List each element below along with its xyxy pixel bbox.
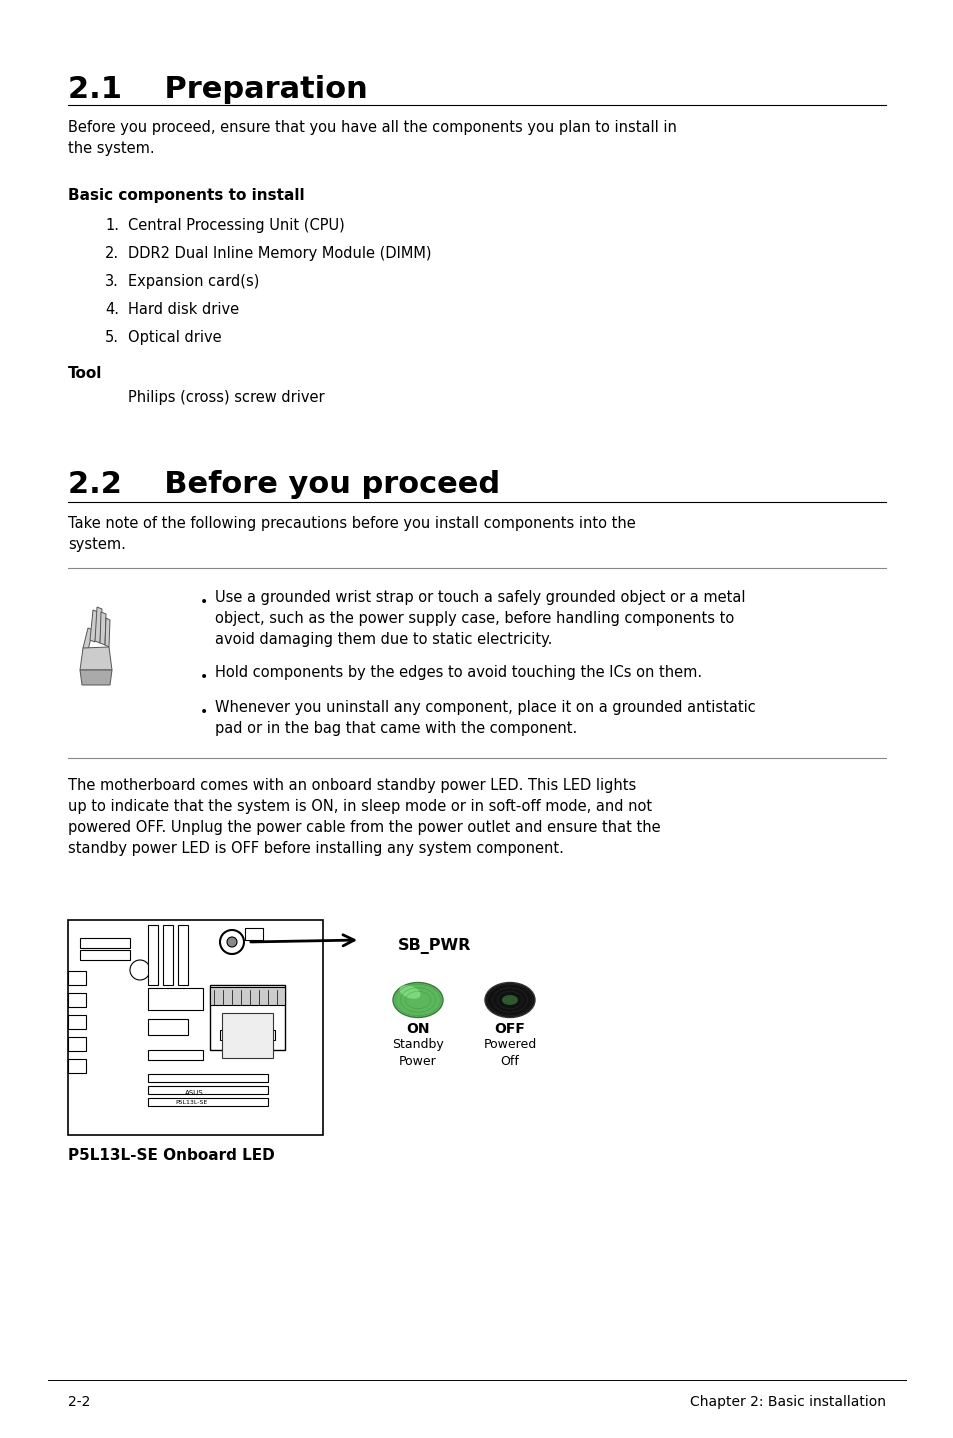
Bar [68, 1058, 86, 1073]
Bar [148, 925, 158, 985]
Bar [68, 971, 86, 985]
Bar [68, 994, 86, 1007]
Text: •: • [200, 595, 208, 610]
Text: •: • [200, 705, 208, 719]
Ellipse shape [399, 985, 420, 999]
Circle shape [227, 938, 236, 948]
Bar [148, 1099, 268, 1106]
Ellipse shape [393, 982, 442, 1018]
Bar [220, 1030, 274, 1040]
Text: Take note of the following precautions before you install components into the
sy: Take note of the following precautions b… [68, 516, 635, 552]
Text: Expansion card(s): Expansion card(s) [128, 275, 259, 289]
Text: ON: ON [406, 1022, 429, 1035]
Text: ASUS: ASUS [185, 1090, 203, 1096]
Polygon shape [80, 647, 112, 670]
Polygon shape [80, 670, 112, 684]
Text: Whenever you uninstall any component, place it on a grounded antistatic
pad or i: Whenever you uninstall any component, pl… [214, 700, 755, 736]
Text: 2.: 2. [105, 246, 119, 262]
Text: Standby
Power: Standby Power [392, 1038, 443, 1068]
Text: P5L13L-SE Onboard LED: P5L13L-SE Onboard LED [68, 1148, 274, 1163]
Bar [148, 1050, 203, 1060]
Circle shape [220, 930, 244, 953]
Text: 3.: 3. [105, 275, 119, 289]
Bar [68, 1037, 86, 1051]
Text: Basic components to install: Basic components to install [68, 188, 304, 203]
Text: 5.: 5. [105, 329, 119, 345]
Text: Philips (cross) screw driver: Philips (cross) screw driver [128, 390, 324, 406]
Ellipse shape [501, 995, 517, 1005]
Text: SB_PWR: SB_PWR [397, 938, 471, 953]
Bar [210, 986, 285, 1005]
Text: 2-2: 2-2 [68, 1395, 91, 1409]
Ellipse shape [484, 982, 535, 1018]
Text: 4.: 4. [105, 302, 119, 316]
Text: 1.: 1. [105, 219, 119, 233]
Text: Central Processing Unit (CPU): Central Processing Unit (CPU) [128, 219, 344, 233]
Text: Powered
Off: Powered Off [483, 1038, 536, 1068]
Polygon shape [83, 628, 92, 650]
Bar [68, 1015, 86, 1030]
Text: Chapter 2: Basic installation: Chapter 2: Basic installation [689, 1395, 885, 1409]
Text: P5L13L-SE: P5L13L-SE [174, 1100, 207, 1104]
Text: Hard disk drive: Hard disk drive [128, 302, 239, 316]
Bar [222, 1012, 273, 1058]
Bar [80, 938, 130, 948]
Bar [148, 1086, 268, 1094]
Bar [148, 1020, 188, 1035]
Polygon shape [90, 610, 98, 641]
Text: Tool: Tool [68, 367, 102, 381]
Polygon shape [105, 618, 110, 647]
Text: Optical drive: Optical drive [128, 329, 221, 345]
Text: DDR2 Dual Inline Memory Module (DIMM): DDR2 Dual Inline Memory Module (DIMM) [128, 246, 431, 262]
Bar [148, 988, 203, 1009]
Bar [68, 920, 323, 1135]
Text: The motherboard comes with an onboard standby power LED. This LED lights
up to i: The motherboard comes with an onboard st… [68, 778, 659, 856]
Text: 2.2    Before you proceed: 2.2 Before you proceed [68, 470, 499, 499]
Bar [178, 925, 188, 985]
Text: Use a grounded wrist strap or touch a safely grounded object or a metal
object, : Use a grounded wrist strap or touch a sa… [214, 590, 744, 647]
Polygon shape [100, 613, 106, 646]
Text: Hold components by the edges to avoid touching the ICs on them.: Hold components by the edges to avoid to… [214, 664, 701, 680]
Polygon shape [95, 607, 102, 643]
Bar [148, 1074, 268, 1081]
Bar [245, 928, 263, 940]
Bar [80, 951, 130, 961]
Text: 2.1    Preparation: 2.1 Preparation [68, 75, 367, 104]
Text: OFF: OFF [494, 1022, 525, 1035]
Bar [163, 925, 172, 985]
Text: •: • [200, 670, 208, 684]
Text: Before you proceed, ensure that you have all the components you plan to install : Before you proceed, ensure that you have… [68, 119, 677, 155]
Bar [210, 985, 285, 1050]
Circle shape [130, 961, 150, 981]
